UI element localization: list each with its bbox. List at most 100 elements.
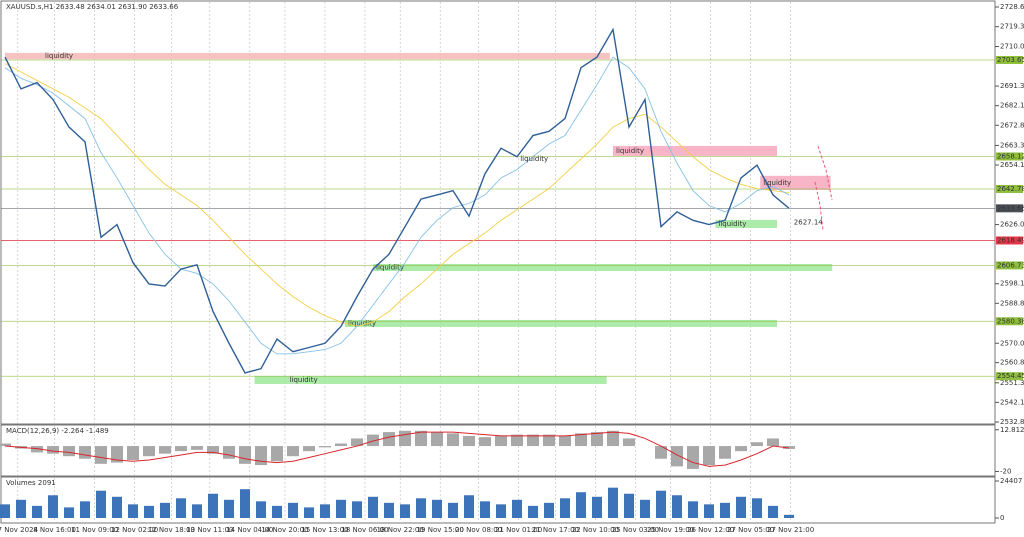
- y-tick-label: 2588.85: [1000, 299, 1024, 307]
- macd-bar: [623, 438, 635, 447]
- macd-bar: [319, 446, 331, 448]
- volume-bar: [752, 498, 762, 518]
- macd-bar: [511, 434, 523, 447]
- macd-bar: [287, 446, 299, 457]
- liquidity-zone: [5, 52, 610, 60]
- level-label-bg: [996, 236, 1023, 245]
- volume-bar: [48, 495, 58, 518]
- volume-bar: [384, 502, 394, 518]
- y-tick-label: 2663.35: [1000, 141, 1024, 149]
- y-tick-label: 2598.10: [1000, 280, 1024, 288]
- volume-bar: [96, 490, 106, 518]
- volume-bar: [640, 499, 650, 518]
- macd-bar: [351, 438, 363, 447]
- macd-bar: [671, 446, 683, 467]
- macd-bar: [239, 446, 251, 464]
- x-tick-label: 7 Nov 2024: [0, 526, 39, 534]
- macd-bar: [399, 430, 411, 447]
- macd-bar: [431, 432, 443, 447]
- volume-bar: [192, 504, 202, 518]
- volume-bar: [432, 499, 442, 518]
- level-label: 2618.49: [997, 236, 1024, 244]
- volume-bar: [288, 502, 298, 518]
- volume-panel: [0, 476, 996, 524]
- macd-bar: [543, 434, 555, 447]
- x-tick-label: 20 Nov 08:00: [455, 526, 502, 534]
- macd-bar: [527, 434, 539, 447]
- macd-bar: [495, 435, 507, 447]
- y-tick-label: 2682.10: [1000, 102, 1024, 110]
- volume-bar: [736, 496, 746, 518]
- level-label-bg: [996, 372, 1023, 381]
- volume-bar: [704, 504, 714, 518]
- macd-bar: [383, 432, 395, 447]
- macd-bar: [607, 430, 619, 447]
- volume-bar: [16, 499, 26, 518]
- level-label: 2606.73: [997, 261, 1024, 269]
- macd-bar: [751, 442, 763, 447]
- y-tick-label: 2719.35: [1000, 23, 1024, 31]
- volume-bar: [720, 502, 730, 518]
- x-tick-label: 25 Nov 03:00: [612, 526, 659, 534]
- x-tick-label: 21 Nov 01:00: [495, 526, 542, 534]
- volume-bar: [544, 502, 554, 518]
- y-tick-label: 24407: [1000, 477, 1022, 485]
- volume-title: Volumes 2091: [6, 479, 56, 487]
- macd-bar: [735, 446, 747, 452]
- macd-panel: [0, 424, 996, 477]
- macd-bar: [31, 446, 43, 453]
- y-tick-label: 2626.00: [1000, 221, 1024, 229]
- y-tick-label: 0: [1000, 514, 1004, 522]
- level-label-bg: [996, 185, 1023, 194]
- series-line: [4, 27, 790, 374]
- macd-bar: [479, 437, 491, 447]
- y-tick-label: 2691.35: [1000, 82, 1024, 90]
- series-line: [4, 56, 790, 355]
- x-tick-label: 14 Nov 04:00: [226, 526, 273, 534]
- liquidity-zone: [345, 319, 777, 327]
- x-tick-label: 8 Nov 16:00: [33, 526, 76, 534]
- y-tick-label: 2672.85: [1000, 121, 1024, 129]
- macd-bar: [591, 432, 603, 447]
- macd-bar: [415, 430, 427, 447]
- zone-label: liquidity: [718, 220, 746, 228]
- volume-bar: [768, 505, 778, 518]
- liquidity-zone: [760, 175, 831, 191]
- macd-bar: [447, 433, 459, 447]
- level-label-bg: [996, 261, 1023, 270]
- macd-bar: [207, 446, 219, 454]
- x-tick-label: 13 Nov 11:00: [186, 526, 233, 534]
- macd-bar: [575, 433, 587, 447]
- volume-bar: [560, 498, 570, 518]
- macd-bar: [0, 443, 11, 447]
- zone-label: liquidity: [763, 179, 791, 187]
- macd-bar: [559, 435, 571, 447]
- volume-bar: [672, 495, 682, 518]
- macd-bar: [335, 443, 347, 447]
- volume-bar: [496, 504, 506, 518]
- volume-bar: [80, 501, 90, 518]
- volume-bar: [160, 502, 170, 518]
- volume-bar: [576, 492, 586, 518]
- liquidity-zone: [613, 145, 777, 156]
- x-tick-label: 21 Nov 17:00: [532, 526, 579, 534]
- x-tick-label: 11 Nov 09:00: [71, 526, 118, 534]
- x-tick-label: 12 Nov 18:00: [148, 526, 195, 534]
- volume-bar: [512, 499, 522, 518]
- macd-bar: [95, 446, 107, 464]
- macd-bar: [463, 435, 475, 447]
- volume-bar: [656, 490, 666, 518]
- x-tick-label: 15 Nov 13:00: [301, 526, 348, 534]
- volume-bar: [240, 489, 250, 518]
- volume-bar: [144, 505, 154, 518]
- volume-bar: [352, 501, 362, 518]
- zone-label: liquidity: [45, 52, 73, 60]
- forecast-arrow: [817, 145, 833, 201]
- macd-bar: [367, 434, 379, 447]
- volume-bar: [480, 501, 490, 518]
- macd-bar: [143, 446, 155, 457]
- x-tick-label: 27 Nov 21:00: [767, 526, 814, 534]
- y-tick-label: 2542.10: [1000, 398, 1024, 406]
- x-tick-label: 27 Nov 05:00: [727, 526, 774, 534]
